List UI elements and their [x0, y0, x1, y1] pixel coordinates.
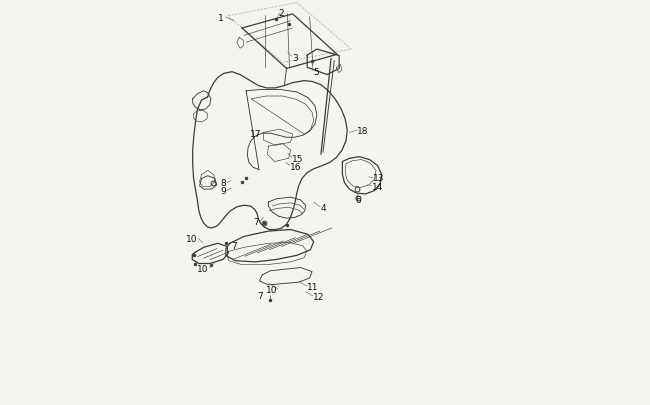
- Text: 16: 16: [290, 162, 302, 171]
- Text: 4: 4: [320, 204, 326, 213]
- Text: 7: 7: [254, 217, 259, 226]
- Text: 15: 15: [292, 154, 304, 163]
- Text: 8: 8: [220, 179, 226, 188]
- Text: 11: 11: [307, 283, 318, 292]
- Text: 10: 10: [186, 234, 198, 243]
- Text: 18: 18: [358, 127, 369, 136]
- Text: 3: 3: [292, 53, 298, 62]
- Text: 7: 7: [231, 242, 237, 251]
- Text: 13: 13: [372, 174, 384, 183]
- Text: 1: 1: [218, 13, 224, 23]
- Text: 14: 14: [372, 183, 383, 192]
- Text: 6: 6: [356, 196, 361, 205]
- Text: 9: 9: [220, 187, 226, 196]
- Text: 7: 7: [257, 291, 263, 300]
- Text: 5: 5: [313, 68, 318, 77]
- Text: 12: 12: [313, 292, 324, 301]
- Text: 10: 10: [266, 286, 278, 294]
- Text: 10: 10: [197, 264, 209, 273]
- Text: 2: 2: [278, 9, 284, 18]
- Text: 17: 17: [250, 129, 261, 139]
